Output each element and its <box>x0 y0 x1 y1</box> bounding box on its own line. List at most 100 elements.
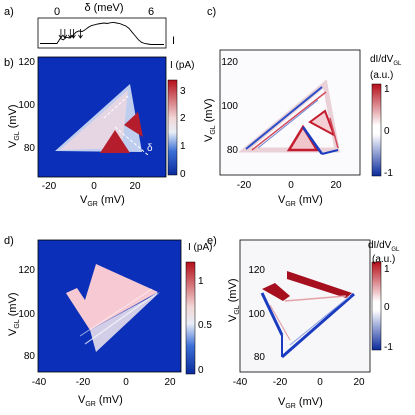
panel-c-blue-diagonal <box>301 126 324 155</box>
panel-d-ytick: 100 <box>18 309 35 320</box>
panel-c-ytick: 80 <box>227 145 239 156</box>
panel-c-ytick: 100 <box>221 101 238 112</box>
panel-c-xlabel: VGR (mV) <box>278 194 323 208</box>
panel-c-xtick: -20 <box>237 180 252 191</box>
panel-e-xtick: 20 <box>353 377 365 388</box>
panel-a-arrow <box>58 29 64 39</box>
panel-e-cb-tick: -1 <box>384 342 393 353</box>
panel-b-ytick: 100 <box>18 100 35 111</box>
panel-d-ytick: 120 <box>18 265 35 276</box>
panel-c-cb-tick: -1 <box>384 168 393 179</box>
panel-b-colorbar-ticks: 3 2 1 0 <box>180 86 186 180</box>
panel-c-blue-base <box>321 149 339 155</box>
panel-c-yticks: 80 100 120 <box>221 57 238 156</box>
panel-a-tick-left: 0 <box>54 6 60 18</box>
panel-c-red-right <box>329 117 339 149</box>
panel-e-ytick: 100 <box>248 309 265 320</box>
panel-b-ytick: 120 <box>18 57 35 68</box>
panel-e-pink-inner <box>269 304 291 341</box>
panel-e-pink-inner <box>284 295 347 302</box>
panel-c-blue-inner <box>257 99 319 149</box>
panel-d-xlabel: VGR (mV) <box>78 394 123 408</box>
panel-c-xtick: 20 <box>330 180 342 191</box>
panel-e-ytick: 80 <box>254 352 266 363</box>
panel-d: d) -40 -20 0 20 80 100 120 VGR (mV) VGL … <box>4 235 212 408</box>
panel-e-xlabel: VGR (mV) <box>278 396 323 410</box>
panel-d-ytick: 80 <box>24 351 36 362</box>
panel-e-red-band-left <box>262 283 290 301</box>
panel-a-arrows <box>58 29 83 39</box>
panel-b-xlabel: VGR (mV) <box>80 194 125 208</box>
panel-e-blue-diagonal <box>281 292 355 359</box>
panel-c-colorbar <box>371 83 382 177</box>
panel-b-cb-tick: 2 <box>180 113 186 124</box>
panel-e-yticks: 80 100 120 <box>248 265 265 363</box>
panel-d-xtick: 20 <box>164 377 176 388</box>
panel-b-label: b) <box>4 57 14 69</box>
panel-c-red-edge <box>251 91 327 151</box>
panel-e-ytick: 120 <box>248 265 265 276</box>
panel-e-map <box>260 271 355 359</box>
panel-a-arrow <box>71 29 76 39</box>
panel-b-colorbar-title: I (pA) <box>170 60 194 71</box>
panel-b-red-lower <box>100 130 130 153</box>
panel-e-colorbar <box>371 261 382 351</box>
panel-e-xticks: -40 -20 0 20 <box>233 377 365 388</box>
panel-d-main-region <box>66 264 158 330</box>
panel-e-colorbar-title: dI/dVGL <box>368 240 400 253</box>
panel-c-cb-tick: 0 <box>384 126 390 137</box>
panel-e-ylabel: VGL (mV) <box>227 278 241 322</box>
panel-c-xticks: -20 0 20 <box>237 180 342 191</box>
panel-a: a) 0 6 δ (meV) I <box>4 2 175 49</box>
panel-c-xtick: 0 <box>288 180 294 191</box>
panel-b-delta-annotation: δ <box>147 143 153 154</box>
panel-c-frame <box>219 49 361 176</box>
panel-e-blue-inner <box>289 295 351 346</box>
panel-a-arrow <box>62 29 68 39</box>
panel-d-colorbar-ticks: 1 0.5 0 <box>198 276 212 376</box>
panel-e-background <box>240 240 370 372</box>
panel-b: b) δ -20 0 20 80 100 120 VGR (mV) VGL (m… <box>4 56 194 208</box>
panel-c-label: c) <box>207 6 216 18</box>
panel-c-colorbar-title: dI/dVGL <box>370 54 402 67</box>
panel-c-red-upper <box>308 109 336 138</box>
panel-d-white-band <box>90 292 160 352</box>
panel-b-cb-tick: 3 <box>180 86 186 97</box>
panel-e-xtick: -20 <box>273 377 288 388</box>
panel-b-cb-tick: 1 <box>180 141 186 152</box>
panel-d-yticks: 80 100 120 <box>18 265 35 362</box>
panel-e-red-band-upper <box>287 271 352 298</box>
panel-e-colorbar-unit: (a.u.) <box>372 254 395 265</box>
panel-d-frame <box>37 239 182 373</box>
panel-d-cb-tick: 0.5 <box>198 320 212 331</box>
panel-b-yticks: 80 100 120 <box>18 57 35 154</box>
panel-c-map <box>238 79 340 155</box>
panel-b-inner-glow <box>60 90 128 150</box>
panel-e: e) -40 -20 0 20 80 100 120 VGR (mV) VGL … <box>207 235 400 410</box>
panel-d-cb-tick: 1 <box>198 276 204 287</box>
panel-e-xtick: -40 <box>233 377 248 388</box>
panel-b-map <box>55 84 149 156</box>
panel-b-delta-line <box>114 126 149 156</box>
panel-d-stripe <box>84 292 158 345</box>
panel-d-xticks: -40 -20 0 20 <box>32 377 176 388</box>
panel-a-trace <box>40 21 164 45</box>
panel-b-xtick: 0 <box>91 181 97 192</box>
panel-d-label: d) <box>4 235 14 247</box>
panel-b-xtick: -20 <box>42 181 57 192</box>
panel-b-ylabel: VGL (mV) <box>7 104 21 148</box>
panel-d-stripe <box>79 288 153 337</box>
panel-a-tick-right: 6 <box>148 6 154 18</box>
panel-c-blue-edge <box>245 86 323 150</box>
panel-e-blue-left <box>260 292 284 336</box>
panel-a-ylabel: I <box>172 35 175 47</box>
panel-c: c) -20 0 20 80 100 120 VGR (mV) VGL (mV)… <box>203 6 402 208</box>
panel-c-colorbar-ticks: 1 0 -1 <box>384 84 393 179</box>
panel-d-xtick: -40 <box>32 377 47 388</box>
panel-e-frame <box>239 239 371 373</box>
panel-a-arrow <box>78 29 83 39</box>
panel-d-ylabel: VGL (mV) <box>7 292 21 336</box>
panel-d-xtick: -20 <box>76 377 91 388</box>
panel-a-label: a) <box>4 6 14 18</box>
